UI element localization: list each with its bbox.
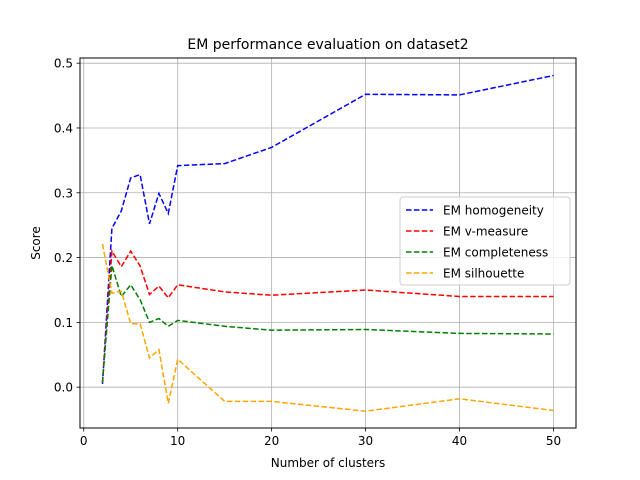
legend-box [399,196,571,286]
chart-title: EM performance evaluation on dataset2 [187,37,468,53]
y-tick-label: 0.2 [54,251,73,265]
series-line [101,248,554,383]
x-tick-label: 10 [170,434,185,448]
legend-label: EM completeness [443,246,548,260]
y-tick-label: 0.0 [54,381,73,395]
y-axis-label: Score [29,226,43,260]
y-tick-label: 0.5 [54,57,73,71]
plot-frame [79,57,577,429]
plot-lines [101,74,554,412]
series-line [101,74,554,384]
axis-ticks: 0 10 20 30 40 50 0.0 0.1 0.2 0.3 0.4 0.5 [54,57,561,448]
y-tick-label: 0.4 [54,121,73,135]
y-tick-label: 0.3 [54,186,73,200]
x-axis-label: Number of clusters [271,456,385,470]
legend-label: EM silhouette [443,267,524,281]
legend-label: EM v-measure [443,225,528,239]
x-tick-label: 20 [264,434,279,448]
y-tick-label: 0.1 [54,316,73,330]
x-tick-label: 40 [452,434,467,448]
series-line [101,243,554,412]
x-tick-label: 30 [358,434,373,448]
legend: EM homogeneity EM v-measure EM completenes… [399,196,571,286]
x-tick-label: 50 [546,434,561,448]
legend-label: EM homogeneity [443,204,544,218]
x-tick-label: 0 [80,434,88,448]
